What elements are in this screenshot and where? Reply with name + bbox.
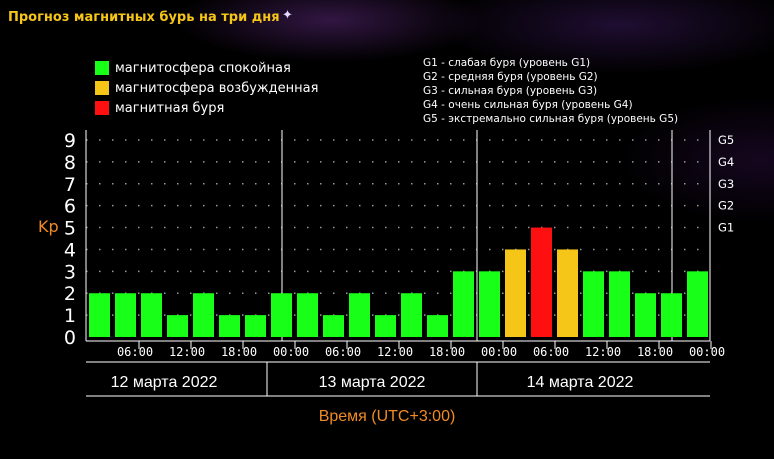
legend-label-storm: магнитная буря [115, 100, 225, 116]
y-tick-label-7: 7 [64, 174, 76, 196]
x-tick-label-7: 00:00 [481, 345, 517, 359]
x-tick-label-10: 18:00 [637, 345, 673, 359]
bar-16 [505, 249, 526, 337]
y-tick-label-6: 6 [64, 196, 76, 218]
legend-label-quiet: магнитосфера спокойная [115, 60, 291, 76]
y-tick-label-3: 3 [64, 261, 76, 283]
g-level-label-3: G4 [718, 155, 734, 169]
x-tick-label-8: 06:00 [533, 345, 569, 359]
bar-15 [479, 271, 500, 337]
x-tick-label-5: 12:00 [377, 345, 413, 359]
y-tick-label-2: 2 [64, 283, 76, 305]
day-label-2: 14 марта 2022 [527, 374, 634, 391]
bar-11 [375, 315, 396, 337]
legend-label-active: магнитосфера возбужденная [115, 80, 319, 96]
bar-19 [583, 271, 604, 337]
sparkle-icon: ✦ [282, 8, 293, 23]
bar-17 [531, 227, 552, 337]
storm-level-g4: G4 - очень сильная буря (уровень G4) [423, 99, 633, 111]
x-tick-label-4: 06:00 [325, 345, 361, 359]
bar-12 [401, 293, 422, 337]
legend-swatch-quiet [95, 61, 109, 75]
storm-level-g1: G1 - слабая буря (уровень G1) [423, 57, 591, 69]
bar-7 [271, 293, 292, 337]
bar-23 [687, 271, 708, 337]
x-tick-label-3: 00:00 [273, 345, 309, 359]
bar-21 [635, 293, 656, 337]
y-tick-label-0: 0 [64, 327, 76, 349]
legend-swatch-storm [95, 101, 109, 115]
g-level-label-2: G3 [718, 177, 734, 191]
bar-4 [193, 293, 214, 337]
y-tick-label-4: 4 [64, 239, 76, 261]
g-level-label-4: G5 [718, 133, 734, 147]
page-title: Прогноз магнитных бурь на три дня [8, 10, 280, 25]
day-label-0: 12 марта 2022 [111, 374, 218, 391]
bar-6 [245, 315, 266, 337]
y-axis-label: Kp [38, 217, 59, 236]
bar-1 [115, 293, 136, 337]
bar-0 [89, 293, 110, 337]
bar-2 [141, 293, 162, 337]
bar-8 [297, 293, 318, 337]
bar-14 [453, 271, 474, 337]
bar-5 [219, 315, 240, 337]
bar-3 [167, 315, 188, 337]
storm-level-g3: G3 - сильная буря (уровень G3) [423, 85, 598, 97]
bar-10 [349, 293, 370, 337]
bar-20 [609, 271, 630, 337]
bar-13 [427, 315, 448, 337]
x-tick-label-1: 12:00 [169, 345, 205, 359]
legend-swatch-active [95, 81, 109, 95]
bar-18 [557, 249, 578, 337]
y-tick-label-1: 1 [64, 305, 76, 327]
x-tick-label-9: 12:00 [585, 345, 621, 359]
y-tick-label-9: 9 [64, 130, 76, 152]
y-tick-label-8: 8 [64, 152, 76, 174]
day-label-1: 13 марта 2022 [319, 374, 426, 391]
x-tick-label-0: 06:00 [117, 345, 153, 359]
g-level-label-1: G2 [718, 199, 734, 213]
x-tick-label-2: 18:00 [221, 345, 257, 359]
legend-item-active: магнитосфера возбужденная [95, 80, 318, 96]
y-tick-label-5: 5 [64, 218, 76, 240]
bar-22 [661, 293, 682, 337]
x-tick-label-11: 00:00 [689, 345, 725, 359]
storm-level-g5: G5 - экстремально сильная буря (уровень … [423, 113, 679, 125]
legend-item-storm: магнитная буря [95, 100, 224, 116]
g-level-label-0: G1 [718, 221, 734, 235]
x-tick-label-6: 18:00 [429, 345, 465, 359]
x-axis-label: Время (UTC+3:00) [319, 408, 456, 425]
storm-level-g2: G2 - средняя буря (уровень G2) [423, 71, 598, 83]
bar-9 [323, 315, 344, 337]
legend-item-quiet: магнитосфера спокойная [95, 60, 291, 76]
